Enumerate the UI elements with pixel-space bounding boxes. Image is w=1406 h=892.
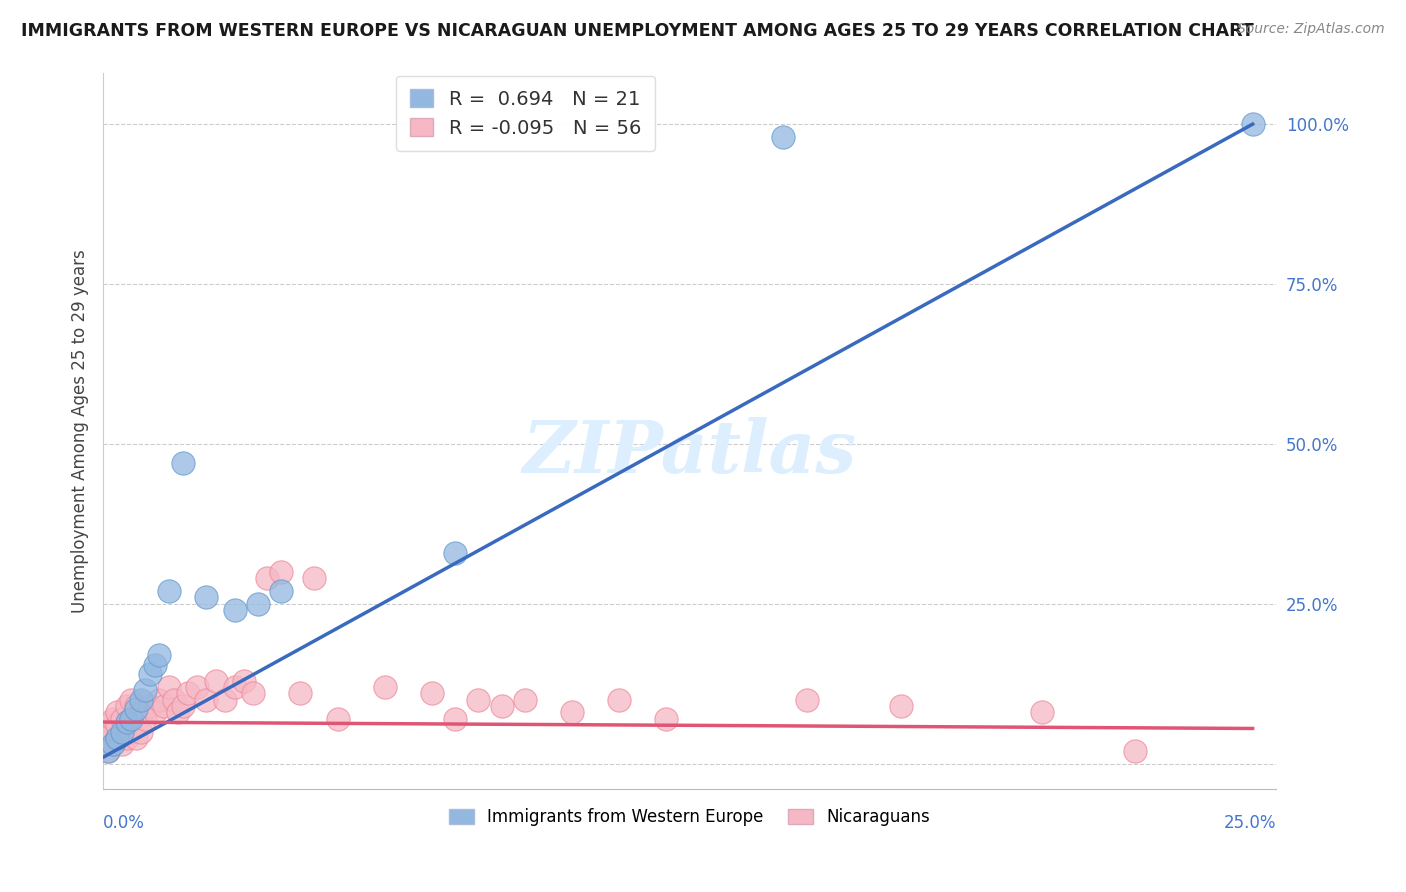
Point xyxy=(120,712,142,726)
Text: IMMIGRANTS FROM WESTERN EUROPE VS NICARAGUAN UNEMPLOYMENT AMONG AGES 25 TO 29 YE: IMMIGRANTS FROM WESTERN EUROPE VS NICARA… xyxy=(21,22,1254,40)
Point xyxy=(242,686,264,700)
Point xyxy=(139,667,162,681)
Point xyxy=(115,718,138,732)
Point xyxy=(111,712,134,726)
Point xyxy=(101,738,124,752)
Point xyxy=(176,686,198,700)
Point xyxy=(134,712,156,726)
Point xyxy=(1241,117,1264,131)
Point xyxy=(290,686,312,700)
Point xyxy=(655,712,678,726)
Point xyxy=(101,712,124,726)
Point xyxy=(105,731,128,745)
Point xyxy=(172,456,194,470)
Point xyxy=(224,680,246,694)
Text: ZIPatlas: ZIPatlas xyxy=(523,417,856,488)
Point xyxy=(125,699,148,714)
Point xyxy=(270,565,292,579)
Point xyxy=(444,546,467,560)
Y-axis label: Unemployment Among Ages 25 to 29 years: Unemployment Among Ages 25 to 29 years xyxy=(72,249,89,613)
Point xyxy=(796,692,818,706)
Point xyxy=(157,680,180,694)
Point xyxy=(195,692,218,706)
Point xyxy=(1123,744,1146,758)
Point xyxy=(125,702,148,716)
Point xyxy=(148,692,170,706)
Point xyxy=(105,731,128,745)
Point xyxy=(129,692,152,706)
Point xyxy=(120,692,142,706)
Point xyxy=(1031,706,1053,720)
Point xyxy=(270,584,292,599)
Point xyxy=(120,724,142,739)
Point xyxy=(214,692,236,706)
Point xyxy=(890,699,912,714)
Point xyxy=(105,706,128,720)
Point xyxy=(97,718,120,732)
Point xyxy=(148,648,170,662)
Point xyxy=(204,673,226,688)
Point xyxy=(111,724,134,739)
Point xyxy=(162,692,184,706)
Point xyxy=(153,699,176,714)
Point xyxy=(157,584,180,599)
Point xyxy=(97,744,120,758)
Point xyxy=(111,738,134,752)
Text: 25.0%: 25.0% xyxy=(1223,814,1277,832)
Point xyxy=(772,130,794,145)
Point xyxy=(444,712,467,726)
Point xyxy=(115,714,138,729)
Point xyxy=(143,706,166,720)
Point xyxy=(515,692,537,706)
Point xyxy=(97,731,120,745)
Point xyxy=(420,686,443,700)
Text: 0.0%: 0.0% xyxy=(103,814,145,832)
Legend: Immigrants from Western Europe, Nicaraguans: Immigrants from Western Europe, Nicaragu… xyxy=(440,800,939,835)
Point xyxy=(97,744,120,758)
Point xyxy=(167,706,190,720)
Point xyxy=(129,724,152,739)
Point xyxy=(195,591,218,605)
Point xyxy=(491,699,513,714)
Point xyxy=(120,712,142,726)
Point xyxy=(125,731,148,745)
Point xyxy=(224,603,246,617)
Point xyxy=(304,571,326,585)
Point xyxy=(101,738,124,752)
Point xyxy=(105,718,128,732)
Point xyxy=(326,712,349,726)
Point xyxy=(607,692,630,706)
Point xyxy=(115,731,138,745)
Text: Source: ZipAtlas.com: Source: ZipAtlas.com xyxy=(1237,22,1385,37)
Point xyxy=(374,680,396,694)
Point xyxy=(256,571,278,585)
Point xyxy=(246,597,269,611)
Point xyxy=(101,724,124,739)
Point xyxy=(139,699,162,714)
Point xyxy=(467,692,489,706)
Point xyxy=(129,706,152,720)
Point xyxy=(115,699,138,714)
Point xyxy=(143,657,166,672)
Point xyxy=(561,706,583,720)
Point xyxy=(232,673,254,688)
Point xyxy=(172,699,194,714)
Point xyxy=(186,680,208,694)
Point xyxy=(134,683,156,698)
